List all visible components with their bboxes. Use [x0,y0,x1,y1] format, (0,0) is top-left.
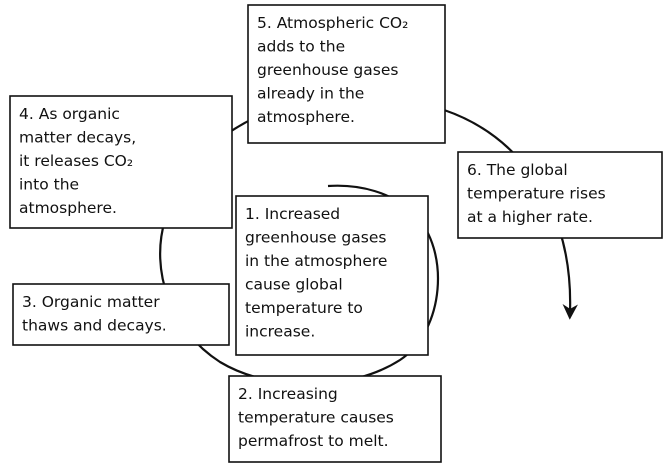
step-text: temperature causes [238,409,394,427]
step-node: 4. As organic matter decays, it releases C… [9,95,233,229]
step-text: adds to the [257,38,345,56]
step-node: 2. Increasing temperature causes permafros… [228,375,442,463]
step-text: it releases CO₂ [19,152,133,170]
step-box [9,95,233,229]
step-text: in the atmosphere [245,252,387,270]
step-text: already in the [257,85,364,103]
step-box [12,283,230,346]
step-text: 6. The global [467,161,568,179]
step-box [247,4,446,144]
step-text: atmosphere. [257,108,355,126]
step-text: 5. Atmospheric CO₂ [257,14,408,32]
step-box [235,195,429,356]
step-text: 4. As organic [19,105,120,123]
step-text: temperature to [245,299,363,317]
step-node: 6. The global temperature rises at a highe… [457,151,663,239]
step-node: 5. Atmospheric CO₂ adds to the greenhouse … [247,4,446,144]
step-text: 3. Organic matter [22,293,160,311]
step-text: greenhouse gases [257,61,398,79]
spiral-arrow [159,96,578,386]
step-text: temperature rises [467,185,606,203]
step-text: matter decays, [19,129,136,147]
step-text: into the [19,176,79,194]
step-text: thaws and decays. [22,317,167,335]
step-text: at a higher rate. [467,208,593,226]
step-text: 1. Increased [245,205,340,223]
step-text: greenhouse gases [245,229,386,247]
step-text: atmosphere. [19,199,117,217]
step-box [228,375,442,463]
step-text: cause global [245,276,343,294]
step-text: increase. [245,323,315,341]
step-text: permafrost to melt. [238,432,389,450]
step-node: 1. Increased greenhouse gases in the atmos… [235,195,429,356]
step-box [457,151,663,239]
step-text: 2. Increasing [238,385,338,403]
step-node: 3. Organic matter thaws and decays. [12,283,230,346]
